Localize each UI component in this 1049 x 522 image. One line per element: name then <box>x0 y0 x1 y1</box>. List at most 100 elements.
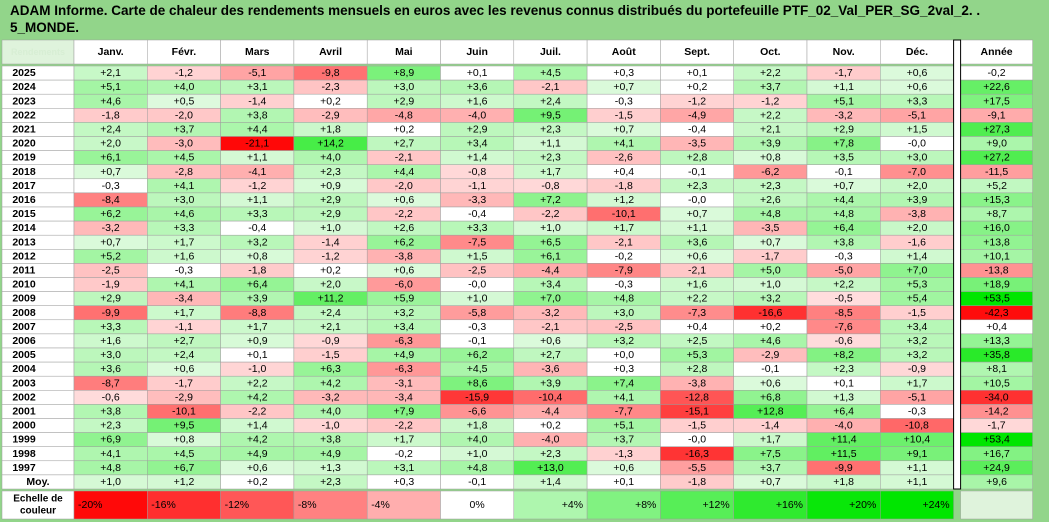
monthly-return-label: +2,0 <box>100 138 121 150</box>
month-header-cell <box>366 39 441 65</box>
annual-return-label: -14,2 <box>985 405 1009 417</box>
monthly-return-label: +4,0 <box>174 81 195 93</box>
month-header-label: Juil. <box>540 46 561 58</box>
monthly-return-label: +1,7 <box>393 434 414 446</box>
monthly-return-label: +1,8 <box>320 123 341 135</box>
monthly-return-label: +0,6 <box>613 462 634 474</box>
corner-header-cell <box>1 39 75 65</box>
monthly-return-label: +3,4 <box>540 279 561 291</box>
monthly-return-label: -3,5 <box>761 222 779 234</box>
monthly-return-label: -3,1 <box>395 377 413 389</box>
monthly-return-label: +6,9 <box>100 434 121 446</box>
monthly-return-label: +1,6 <box>687 279 708 291</box>
monthly-return-label: -2,5 <box>102 264 120 276</box>
annual-return-label: +27,2 <box>983 152 1010 164</box>
monthly-return-label: -4,0 <box>835 420 853 432</box>
monthly-return-label: +6,2 <box>467 349 488 361</box>
monthly-return-label: -21,1 <box>245 138 269 150</box>
monthly-return-label: -0,4 <box>248 222 266 234</box>
annual-return-label: -42,3 <box>985 307 1009 319</box>
monthly-return-label: -6,3 <box>395 335 413 347</box>
monthly-return-label: +1,6 <box>174 250 195 262</box>
monthly-return-label: -1,2 <box>688 95 706 107</box>
year-label: 2017 <box>12 180 36 192</box>
year-total-header-cell <box>960 39 1033 65</box>
monthly-return-label: -2,1 <box>541 81 559 93</box>
monthly-return-label: +0,7 <box>760 476 781 488</box>
month-header-label: Oct. <box>760 46 781 58</box>
monthly-return-label: +2,9 <box>320 194 341 206</box>
monthly-return-label: -1,8 <box>102 109 120 121</box>
annual-return-label: +15,3 <box>983 194 1010 206</box>
monthly-return-label: -6,6 <box>468 405 486 417</box>
monthly-return-label: -0,4 <box>468 208 486 220</box>
monthly-return-label: +1,2 <box>613 194 634 206</box>
monthly-return-label: +3,7 <box>760 81 781 93</box>
corner-header-label: Rendements <box>11 47 65 57</box>
monthly-return-label: +2,3 <box>100 420 121 432</box>
monthly-return-label: +7,0 <box>907 264 928 276</box>
monthly-return-label: -1,3 <box>615 448 633 460</box>
color-scale-step-label: -16% <box>151 499 176 511</box>
monthly-return-label: +6,8 <box>760 391 781 403</box>
monthly-return-label: +2,0 <box>320 279 341 291</box>
monthly-return-label: -0,5 <box>835 293 853 305</box>
annual-column-separator <box>953 39 962 490</box>
monthly-return-label: +7,9 <box>393 405 414 417</box>
monthly-return-label: +1,1 <box>687 222 708 234</box>
monthly-return-label: +3,1 <box>393 462 414 474</box>
annual-return-label: +53,4 <box>983 434 1010 446</box>
color-scale-step-label: +20% <box>849 499 876 511</box>
monthly-return-label: +0,1 <box>467 67 488 79</box>
monthly-return-label: -3,2 <box>102 222 120 234</box>
monthly-return-label: +0,1 <box>687 67 708 79</box>
color-scale-swatch <box>513 490 588 520</box>
month-header-label: Août <box>612 46 636 58</box>
annual-return-label: +24,9 <box>983 462 1010 474</box>
monthly-return-label: -0,3 <box>102 180 120 192</box>
monthly-return-label: -3,2 <box>322 391 340 403</box>
monthly-return-label: +3,0 <box>174 194 195 206</box>
annual-return-label: -34,0 <box>985 391 1009 403</box>
month-header-cell <box>147 39 221 65</box>
monthly-return-label: +6,4 <box>833 222 854 234</box>
monthly-return-label: -3,2 <box>835 109 853 121</box>
monthly-return-label: +3,4 <box>907 321 928 333</box>
monthly-return-label: -0,1 <box>761 363 779 375</box>
monthly-return-label: +4,9 <box>393 349 414 361</box>
monthly-return-label: -0,3 <box>175 264 193 276</box>
monthly-return-label: +1,3 <box>833 391 854 403</box>
monthly-return-label: +1,4 <box>540 476 561 488</box>
month-header-cell <box>73 39 148 65</box>
month-header-cell <box>440 39 515 65</box>
monthly-return-label: +1,7 <box>247 321 268 333</box>
monthly-return-label: +5,3 <box>907 279 928 291</box>
monthly-return-label: +2,3 <box>687 180 708 192</box>
monthly-return-label: +2,7 <box>174 335 195 347</box>
monthly-return-label: +1,0 <box>467 293 488 305</box>
monthly-return-label: +0,7 <box>100 236 121 248</box>
monthly-return-label: -3,5 <box>688 138 706 150</box>
monthly-return-label: +5,1 <box>613 420 634 432</box>
monthly-return-label: -2,9 <box>175 391 193 403</box>
monthly-return-label: +8,6 <box>467 377 488 389</box>
monthly-return-label: -0,0 <box>688 194 706 206</box>
monthly-return-label: +3,3 <box>100 321 121 333</box>
monthly-return-label: +2,5 <box>687 335 708 347</box>
year-label: 2010 <box>12 279 36 291</box>
annual-return-label: +0,4 <box>986 321 1007 333</box>
monthly-return-label: +0,7 <box>833 180 854 192</box>
monthly-return-label: +4,1 <box>174 279 195 291</box>
monthly-return-label: +4,2 <box>247 434 268 446</box>
monthly-return-label: +4,8 <box>760 208 781 220</box>
monthly-return-label: +4,4 <box>247 123 268 135</box>
color-scale-swatch <box>660 490 734 520</box>
color-scale-label-line2: couleur <box>20 506 56 517</box>
monthly-return-label: -2,9 <box>761 349 779 361</box>
month-header-label: Févr. <box>172 46 197 58</box>
monthly-return-label: +2,7 <box>540 349 561 361</box>
monthly-return-label: +5,3 <box>687 349 708 361</box>
monthly-return-label: +0,8 <box>760 152 781 164</box>
color-scale-step-label: -4% <box>371 499 390 511</box>
monthly-return-label: +1,5 <box>907 123 928 135</box>
